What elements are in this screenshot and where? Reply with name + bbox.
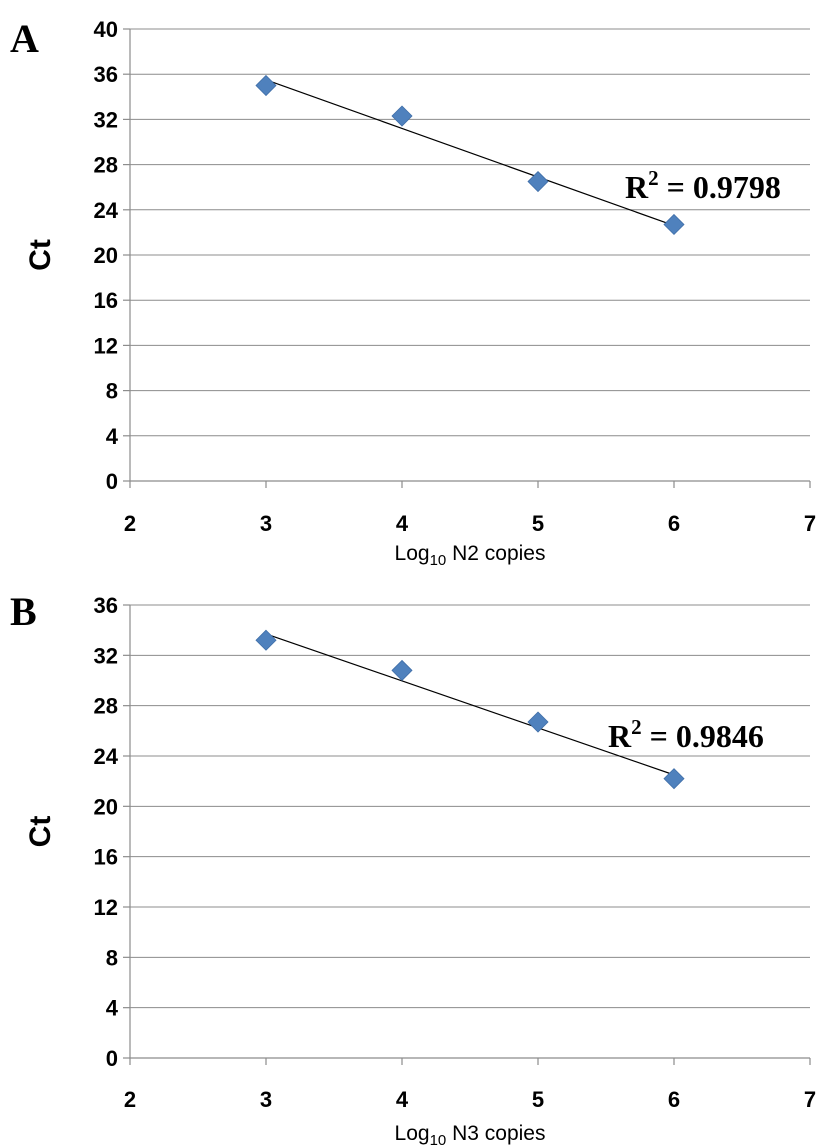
chart-b-y-tick-label: 8: [106, 945, 118, 970]
chart-a-x-tick-label: 7: [804, 511, 816, 536]
chart-a-y-tick-label: 36: [94, 62, 118, 87]
chart-b-x-tick-label: 3: [260, 1087, 272, 1112]
chart-b-data-point: [663, 768, 685, 790]
chart-b-x-axis-title: Log10 N3 copies: [395, 1122, 546, 1146]
chart-b-x-tick-label: 7: [804, 1087, 816, 1112]
chart-a-y-tick-label: 4: [106, 424, 119, 449]
chart-a-y-axis-title: Ct: [24, 239, 57, 271]
chart-b-y-tick-label: 0: [106, 1046, 118, 1071]
chart-a-x-tick-label: 4: [396, 511, 409, 536]
chart-a: A 0 4 8 12 16 20 24 28 32 36 40 2 3 4 5 6 7 R2 = 0.9798 Ct L…: [10, 16, 816, 569]
chart-a-data-point: [255, 74, 277, 97]
chart-b-y-tick-label: 36: [94, 593, 118, 618]
chart-a-y-tick-label: 16: [94, 288, 118, 313]
chart-b-y-tick-label: 4: [106, 996, 119, 1021]
chart-b-y-tick-label: 20: [94, 794, 118, 819]
chart-a-y-tick-label: 40: [94, 17, 118, 42]
chart-a-y-tick-label: 24: [94, 198, 119, 223]
chart-b-x-tick-label: 6: [668, 1087, 680, 1112]
chart-a-x-tick-label: 2: [124, 511, 136, 536]
chart-a-x-tick-label: 3: [260, 511, 272, 536]
chart-b-trendline: [265, 633, 675, 776]
chart-a-y-tick-label: 32: [94, 107, 118, 132]
chart-b-panel-letter: B: [10, 589, 37, 634]
chart-a-data-point: [527, 170, 549, 193]
chart-a-r-squared-label: R2 = 0.9798: [625, 166, 781, 205]
chart-b-y-axis-title: Ct: [24, 816, 57, 848]
chart-b-data-point: [391, 659, 413, 681]
chart-b: B 0 4 8 12 16 20 24 28 32 36 2 3 4 5 6 7 R2 = 0.9846 Ct Log…: [10, 589, 816, 1146]
chart-b-y-tick-label: 12: [94, 895, 118, 920]
chart-b-data-point: [527, 711, 549, 733]
chart-a-y-tick-label: 0: [106, 469, 118, 494]
chart-a-y-tick-label: 8: [106, 379, 118, 404]
chart-b-x-tick-label: 4: [396, 1087, 409, 1112]
chart-b-y-tick-label: 24: [94, 744, 119, 769]
chart-b-y-tick-label: 32: [94, 643, 118, 668]
chart-a-x-axis-title: Log10 N2 copies: [395, 542, 546, 569]
chart-b-r-squared-label: R2 = 0.9846: [608, 715, 764, 754]
chart-b-x-tick-label: 5: [532, 1087, 544, 1112]
chart-b-y-tick-label: 28: [94, 694, 118, 719]
chart-a-trendline: [265, 79, 675, 227]
chart-b-x-tick-label: 2: [124, 1087, 136, 1112]
chart-a-panel-letter: A: [10, 16, 39, 61]
chart-a-y-tick-label: 28: [94, 153, 118, 178]
chart-a-x-tick-label: 6: [668, 511, 680, 536]
chart-b-data-point: [255, 629, 277, 651]
chart-a-data-point: [663, 213, 685, 236]
chart-a-y-tick-label: 20: [94, 243, 118, 268]
chart-b-y-tick-label: 16: [94, 845, 118, 870]
chart-a-data-point: [391, 105, 413, 127]
chart-a-y-tick-label: 12: [94, 333, 118, 358]
chart-a-x-tick-label: 5: [532, 511, 544, 536]
